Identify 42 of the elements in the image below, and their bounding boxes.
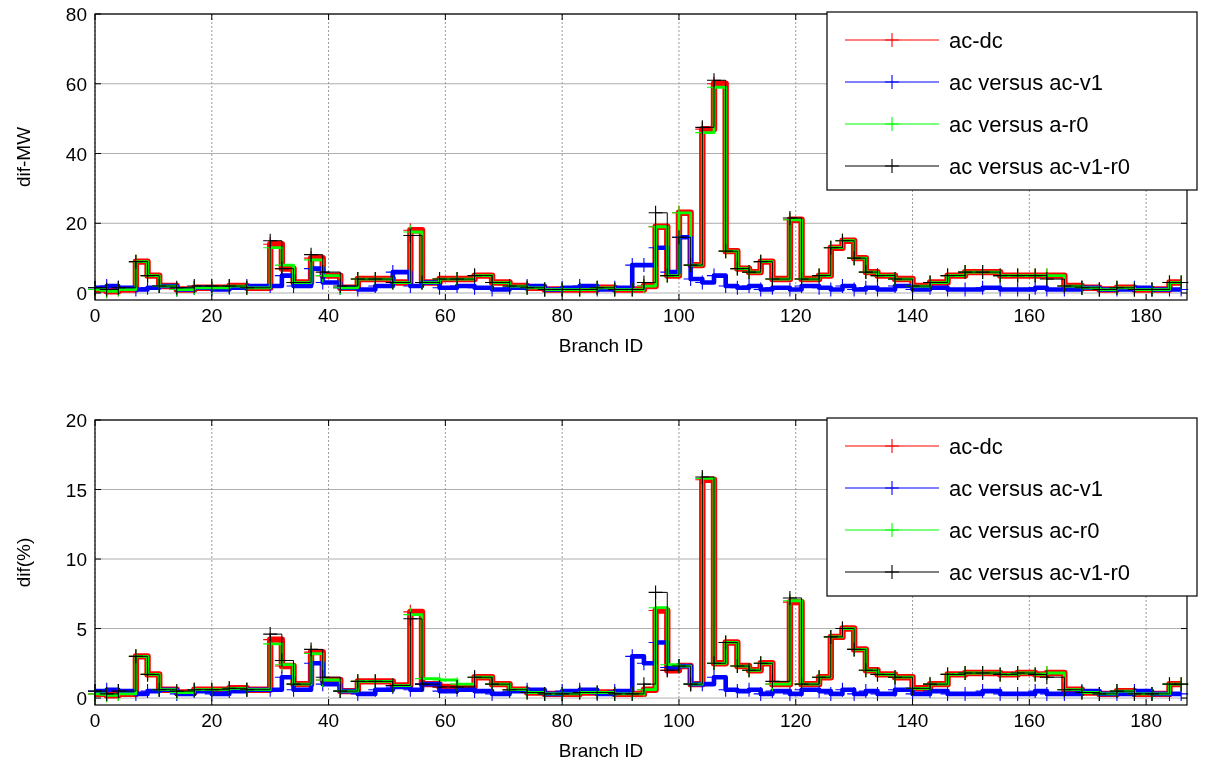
x-axis-title: Branch ID	[558, 740, 644, 761]
y-axis-title: dif-MW	[13, 126, 34, 188]
legend-label: ac versus a-r0	[949, 112, 1089, 137]
y-tick-label: 60	[65, 73, 87, 95]
legend-label: ac versus ac-r0	[949, 518, 1100, 543]
x-tick-label: 140	[896, 305, 929, 326]
legend-label: ac versus ac-v1-r0	[949, 154, 1130, 179]
x-tick-label: 80	[551, 710, 573, 731]
x-tick-label: 40	[318, 305, 340, 326]
x-tick-label: 120	[779, 710, 812, 731]
x-axis-title: Branch ID	[558, 335, 644, 356]
y-tick-label: 20	[65, 213, 87, 235]
y-axis-title: dif(%)	[13, 537, 34, 588]
x-tick-label: 140	[896, 710, 929, 731]
x-tick-label: 80	[551, 305, 573, 326]
x-tick-label: 160	[1013, 305, 1046, 326]
legend-label: ac-dc	[949, 28, 1003, 53]
x-tick-label: 0	[89, 305, 101, 326]
y-tick-label: 15	[65, 479, 87, 501]
y-tick-label: 20	[65, 410, 87, 431]
x-tick-label: 180	[1130, 305, 1162, 326]
y-tick-label: 40	[65, 143, 87, 165]
x-tick-label: 100	[663, 305, 695, 326]
x-tick-label: 120	[779, 305, 812, 326]
y-tick-label: 80	[65, 4, 87, 25]
y-tick-label: 5	[76, 618, 87, 640]
x-tick-label: 0	[89, 710, 101, 731]
y-tick-label: 0	[76, 688, 87, 710]
x-tick-label: 160	[1013, 710, 1046, 731]
x-tick-label: 20	[201, 305, 223, 326]
y-tick-label: 0	[76, 283, 87, 305]
x-tick-label: 100	[663, 710, 695, 731]
x-tick-label: 60	[434, 305, 456, 326]
y-tick-label: 10	[65, 549, 87, 571]
x-tick-label: 20	[201, 710, 223, 731]
x-tick-label: 40	[318, 710, 340, 731]
x-tick-label: 180	[1130, 710, 1162, 731]
legend-label: ac versus ac-v1	[949, 476, 1104, 501]
x-tick-label: 60	[434, 710, 456, 731]
legend-label: ac versus ac-v1-r0	[949, 560, 1130, 585]
legend-label: ac-dc	[949, 434, 1003, 459]
legend-label: ac versus ac-v1	[949, 70, 1104, 95]
